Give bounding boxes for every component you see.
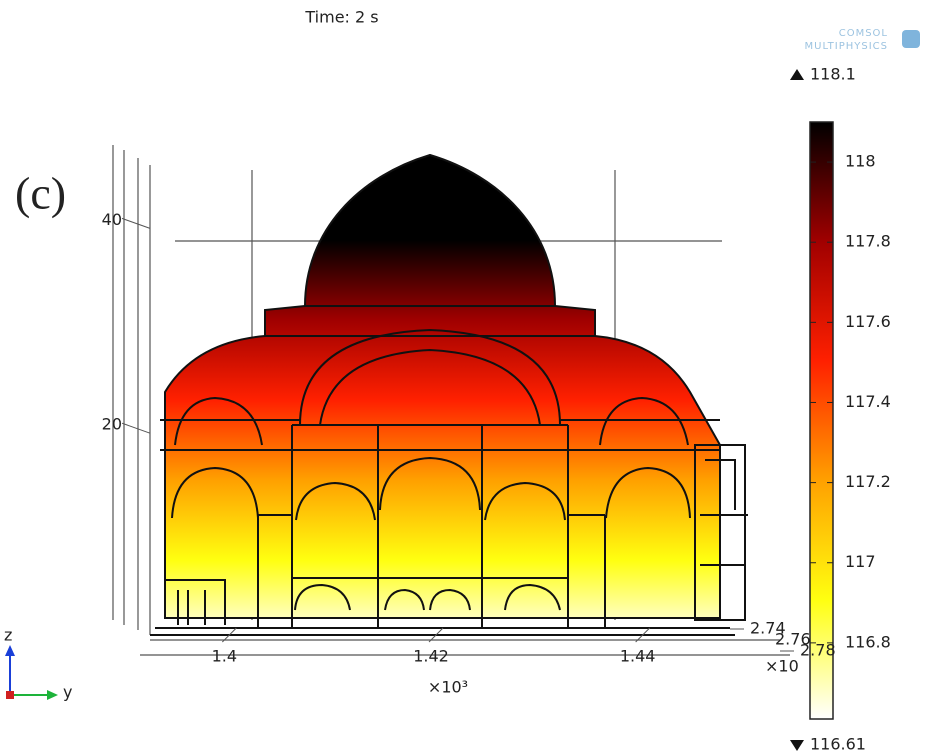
- triad-label: z: [4, 626, 12, 645]
- colorbar-tick-label: 117.6: [845, 312, 891, 331]
- triad-label: y: [63, 683, 72, 702]
- colorbar-tick-label: 118: [845, 152, 876, 171]
- colorbar-tick-label: 117.4: [845, 392, 891, 411]
- colorbar: [809, 121, 834, 720]
- building: [150, 153, 748, 636]
- x-tick-label: 2.78: [800, 641, 836, 660]
- logo-icon: [902, 30, 920, 48]
- colorbar-min-label: 116.61: [810, 735, 866, 754]
- axis-triad: [5, 645, 58, 700]
- y-tick-label: 1.4: [212, 647, 237, 666]
- y-tick: [428, 627, 444, 643]
- colorbar-tick-label: 117.2: [845, 472, 891, 491]
- max-marker: [790, 69, 804, 80]
- z-tick-label: 20: [102, 415, 122, 434]
- y-tick-label: 1.44: [620, 647, 656, 666]
- z-tick: [121, 422, 151, 434]
- y-tick: [221, 627, 237, 643]
- chart-title: Time: 2 s: [304, 8, 378, 27]
- colorbar-tick-label: 117.8: [845, 232, 891, 251]
- colorbar-max-label: 118.1: [810, 65, 856, 84]
- colorbar-tick-label: 117: [845, 552, 876, 571]
- y-multiplier: ×10³: [428, 678, 468, 697]
- x-tick-label: 2.74: [750, 619, 786, 638]
- panel-label: (c): [15, 168, 66, 219]
- x-tick-label: 2.76: [775, 630, 811, 649]
- min-marker: [790, 740, 804, 751]
- logo-text: COMSOL: [839, 28, 888, 39]
- logo-text: MULTIPHYSICS: [805, 41, 888, 52]
- y-tick: [635, 627, 651, 643]
- background-grid: [112, 145, 790, 656]
- x-multiplier: ×10: [765, 657, 799, 676]
- z-tick: [121, 217, 151, 229]
- z-tick-label: 40: [102, 210, 122, 229]
- y-tick-label: 1.42: [413, 647, 449, 666]
- colorbar-tick-label: 116.8: [845, 632, 891, 651]
